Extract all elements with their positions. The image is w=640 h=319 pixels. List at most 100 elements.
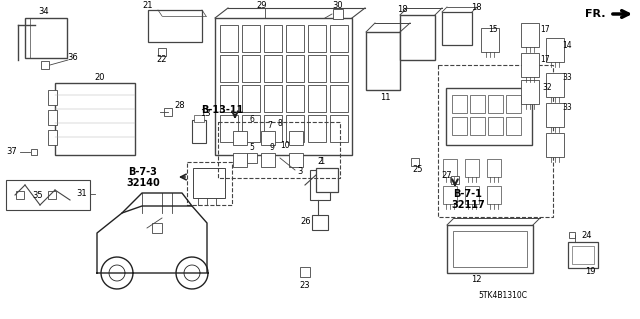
Bar: [546, 103, 564, 127]
Bar: [55, 83, 135, 155]
Text: 23: 23: [300, 280, 310, 290]
Bar: [220, 115, 238, 142]
Bar: [286, 85, 304, 112]
Bar: [438, 65, 553, 217]
Bar: [487, 186, 501, 204]
Bar: [286, 115, 304, 142]
Text: 27: 27: [442, 170, 452, 180]
Bar: [264, 115, 282, 142]
Bar: [31, 149, 37, 155]
Text: 5TK4B1310C: 5TK4B1310C: [479, 291, 527, 300]
Bar: [488, 95, 503, 113]
Bar: [264, 55, 282, 82]
Bar: [465, 159, 479, 177]
Text: 31: 31: [77, 189, 87, 198]
Bar: [218, 122, 340, 178]
Bar: [192, 120, 206, 143]
Bar: [264, 85, 282, 112]
Bar: [193, 168, 225, 198]
Bar: [286, 55, 304, 82]
Text: 14: 14: [562, 41, 572, 49]
Bar: [568, 242, 598, 268]
Bar: [215, 18, 352, 155]
Bar: [521, 23, 539, 47]
Text: 30: 30: [333, 2, 343, 11]
Bar: [447, 225, 533, 273]
Bar: [546, 73, 564, 97]
Text: 32117: 32117: [451, 200, 485, 210]
Text: 22: 22: [157, 56, 167, 64]
Bar: [308, 25, 326, 52]
Bar: [261, 153, 275, 167]
Bar: [220, 25, 238, 52]
Bar: [443, 186, 457, 204]
Text: 13: 13: [200, 108, 211, 117]
Bar: [233, 153, 247, 167]
Bar: [308, 115, 326, 142]
Text: 36: 36: [68, 54, 78, 63]
Text: 24: 24: [582, 232, 592, 241]
Text: 9: 9: [269, 144, 275, 152]
Bar: [443, 159, 457, 177]
Bar: [152, 223, 162, 233]
Bar: [289, 153, 303, 167]
Bar: [470, 117, 485, 135]
Bar: [330, 115, 348, 142]
Bar: [187, 162, 232, 205]
Bar: [521, 80, 539, 104]
Bar: [48, 90, 57, 105]
Bar: [312, 215, 328, 230]
Text: 32: 32: [542, 83, 552, 92]
Bar: [261, 131, 275, 145]
Bar: [164, 108, 172, 116]
Bar: [465, 186, 479, 204]
Text: 33: 33: [562, 73, 572, 83]
Text: 29: 29: [257, 2, 268, 11]
Text: 12: 12: [471, 275, 481, 284]
Text: 20: 20: [95, 72, 105, 81]
Bar: [264, 25, 282, 52]
Text: 3: 3: [298, 167, 303, 176]
Bar: [289, 131, 303, 145]
Bar: [242, 115, 260, 142]
Bar: [25, 18, 67, 58]
Bar: [6, 180, 90, 210]
Bar: [442, 12, 472, 45]
Bar: [569, 232, 575, 238]
Text: B-7-1: B-7-1: [454, 189, 483, 199]
Text: 17: 17: [540, 26, 550, 34]
Bar: [286, 25, 304, 52]
Text: 18: 18: [470, 3, 481, 11]
Text: 15: 15: [488, 26, 498, 34]
Text: 11: 11: [380, 93, 390, 101]
Bar: [148, 10, 202, 42]
Bar: [546, 38, 564, 62]
Bar: [16, 191, 24, 199]
Bar: [310, 170, 330, 200]
Bar: [488, 117, 503, 135]
Text: 28: 28: [175, 101, 186, 110]
Bar: [220, 55, 238, 82]
Bar: [453, 231, 527, 267]
Text: 1: 1: [319, 157, 324, 166]
Text: 34: 34: [38, 6, 49, 16]
Bar: [300, 267, 310, 277]
Bar: [572, 246, 594, 264]
Text: 18: 18: [397, 4, 407, 13]
Bar: [521, 53, 539, 77]
Text: 37: 37: [6, 147, 17, 157]
Bar: [158, 48, 166, 56]
Bar: [333, 9, 343, 19]
Bar: [247, 153, 257, 163]
Bar: [452, 117, 467, 135]
Bar: [194, 115, 204, 122]
Bar: [48, 110, 57, 125]
Bar: [308, 55, 326, 82]
Bar: [446, 88, 532, 145]
Bar: [330, 55, 348, 82]
Bar: [506, 95, 521, 113]
Bar: [308, 85, 326, 112]
Bar: [41, 61, 49, 69]
Bar: [48, 191, 56, 199]
Bar: [411, 158, 419, 166]
